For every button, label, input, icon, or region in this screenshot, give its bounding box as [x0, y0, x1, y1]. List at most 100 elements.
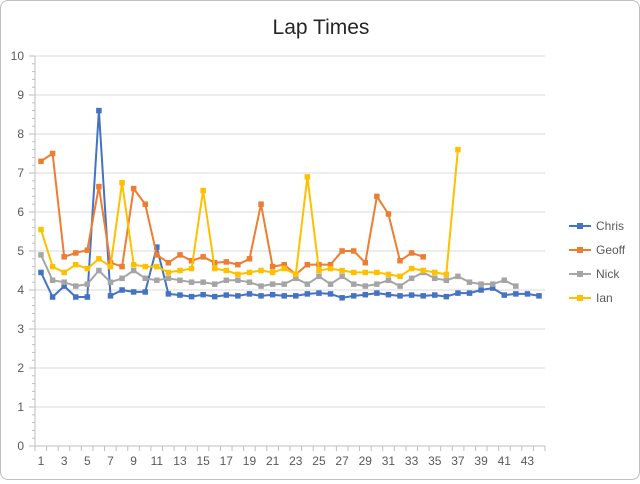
data-point-nick: [385, 277, 392, 283]
data-point-nick: [223, 277, 230, 283]
data-point-nick: [513, 283, 519, 289]
data-point-chris: [478, 287, 484, 293]
data-point-geoff: [269, 263, 276, 270]
data-point-geoff: [61, 254, 67, 260]
data-point-geoff: [362, 259, 369, 266]
data-point-chris: [188, 293, 195, 300]
legend-swatch-marker: [577, 271, 583, 277]
data-point-ian: [316, 267, 322, 274]
data-point-geoff: [96, 183, 102, 190]
data-point-nick: [142, 275, 148, 282]
data-point-geoff: [281, 261, 287, 268]
gridlines: [35, 55, 545, 408]
data-point-ian: [269, 269, 276, 276]
data-point-chris: [443, 293, 450, 300]
data-point-chris: [466, 290, 473, 296]
data-point-nick: [339, 273, 345, 280]
data-point-geoff: [374, 193, 380, 200]
data-point-nick: [154, 277, 160, 283]
data-point-nick: [165, 275, 172, 282]
legend-item-geoff: Geoff: [569, 243, 626, 257]
data-point-ian: [177, 267, 183, 274]
data-point-chris: [327, 291, 334, 297]
data-point-ian: [130, 261, 137, 268]
data-point-chris: [269, 291, 276, 298]
data-point-geoff: [304, 261, 311, 268]
data-point-nick: [397, 283, 403, 289]
data-point-geoff: [246, 256, 253, 262]
x-tick-label: 27: [335, 454, 349, 468]
data-point-chris: [489, 285, 496, 291]
data-point-geoff: [420, 254, 426, 260]
legend-label: Geoff: [596, 243, 626, 257]
data-point-ian: [281, 265, 287, 272]
data-point-chris: [38, 269, 44, 276]
x-tick-label: 7: [107, 454, 114, 468]
data-point-nick: [293, 275, 299, 282]
x-tick-label: 35: [428, 454, 442, 468]
x-tick-label: 13: [173, 454, 187, 468]
data-point-ian: [165, 269, 172, 276]
data-point-chris: [61, 283, 67, 289]
data-point-nick: [466, 279, 473, 285]
data-point-geoff: [188, 258, 195, 264]
x-tick-label: 31: [382, 454, 396, 468]
x-tick-label: 29: [359, 454, 373, 468]
data-point-nick: [408, 275, 415, 282]
data-point-ian: [246, 269, 253, 276]
series-chris: [38, 107, 542, 301]
data-point-ian: [211, 265, 218, 272]
data-point-chris: [96, 107, 102, 114]
data-point-ian: [327, 265, 334, 272]
x-tick-label: 3: [61, 454, 68, 468]
data-point-chris: [49, 294, 56, 300]
data-point-nick: [119, 275, 125, 282]
series-nick: [38, 252, 519, 289]
data-point-geoff: [408, 250, 415, 256]
data-point-ian: [350, 269, 357, 276]
data-point-nick: [455, 273, 461, 280]
data-point-ian: [154, 263, 160, 270]
y-tick-label: 4: [17, 283, 24, 297]
data-point-nick: [211, 281, 218, 287]
data-point-chris: [223, 292, 230, 298]
data-point-chris: [339, 295, 345, 301]
data-point-chris: [107, 293, 114, 299]
data-point-ian: [374, 269, 380, 276]
data-point-chris: [165, 291, 172, 297]
data-point-chris: [385, 291, 392, 298]
data-point-chris: [408, 292, 415, 298]
legend-item-nick: Nick: [569, 267, 620, 281]
data-point-geoff: [130, 185, 137, 192]
data-point-ian: [339, 267, 345, 274]
data-point-ian: [420, 267, 426, 274]
data-point-chris: [281, 293, 287, 299]
data-point-ian: [293, 271, 299, 278]
data-point-geoff: [350, 248, 357, 254]
data-point-nick: [304, 281, 311, 287]
data-point-nick: [130, 267, 137, 274]
data-point-geoff: [165, 259, 172, 266]
x-tick-label: 33: [405, 454, 419, 468]
data-point-nick: [200, 279, 206, 285]
data-point-nick: [61, 279, 67, 285]
data-point-geoff: [72, 250, 79, 256]
y-tick-label: 8: [17, 127, 24, 141]
data-point-geoff: [49, 150, 56, 157]
x-tick-label: 5: [84, 454, 91, 468]
data-point-geoff: [223, 259, 230, 265]
y-tick-label: 0: [17, 439, 24, 453]
y-tick-label: 10: [11, 49, 25, 63]
data-point-ian: [432, 269, 438, 276]
data-point-ian: [258, 267, 264, 274]
data-point-nick: [362, 283, 369, 289]
data-point-geoff: [339, 248, 345, 254]
data-point-chris: [154, 244, 160, 250]
legend-label: Nick: [596, 267, 620, 281]
data-point-geoff: [200, 254, 206, 260]
data-point-chris: [513, 291, 519, 297]
data-point-chris: [211, 293, 218, 300]
data-point-chris: [293, 293, 299, 299]
